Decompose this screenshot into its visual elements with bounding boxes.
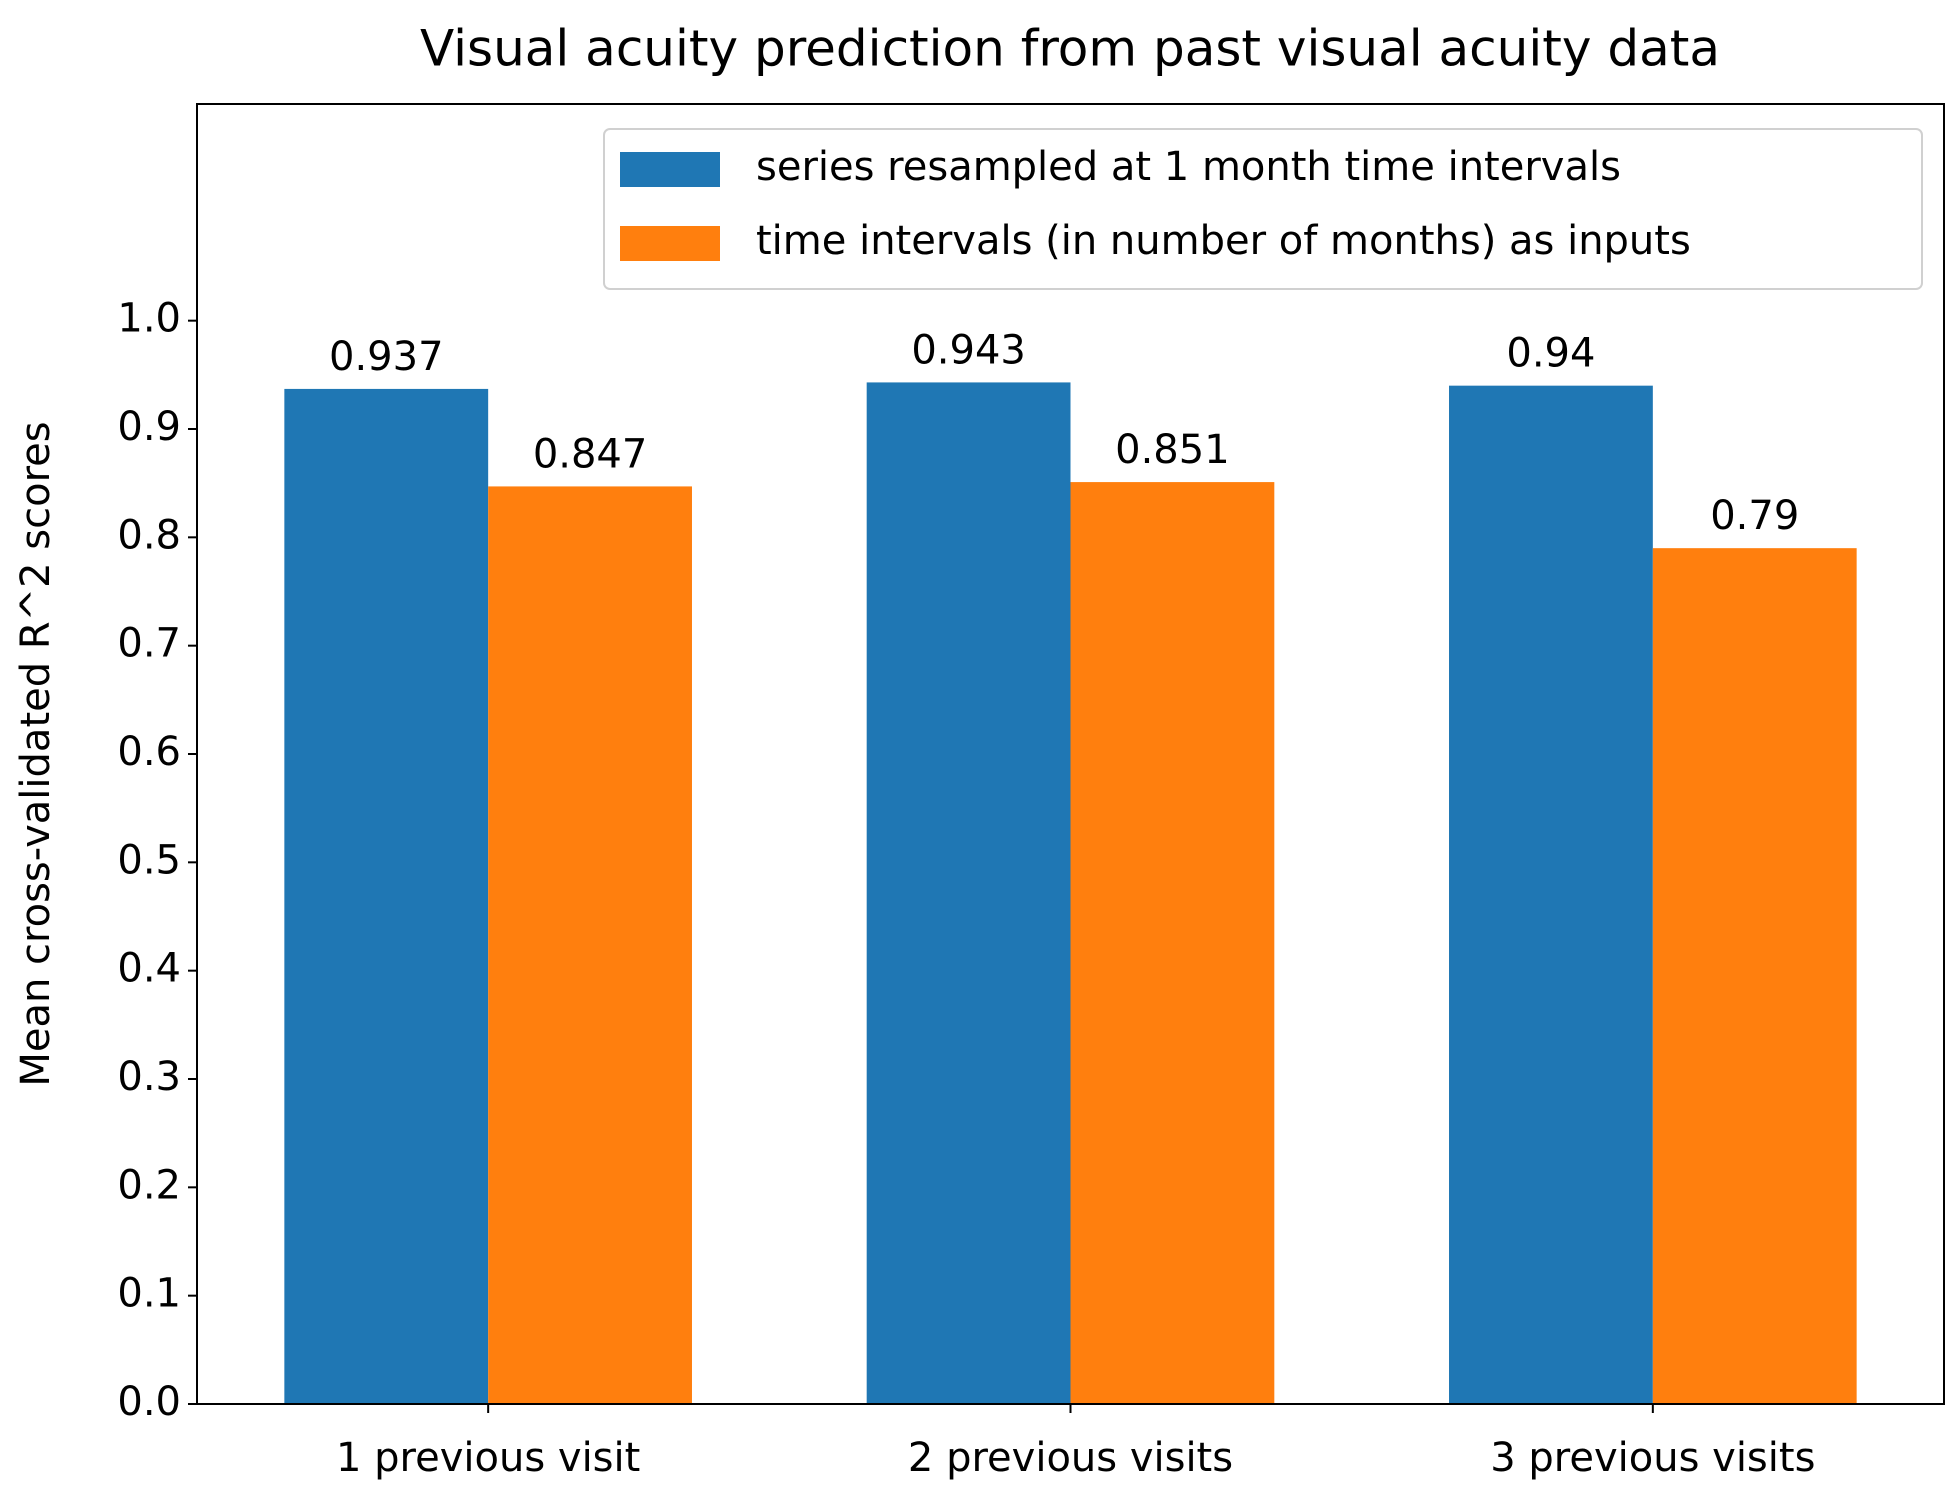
y-tick-label: 0.1 [117, 1271, 181, 1317]
y-axis-label: Mean cross-validated R^2 scores [13, 421, 59, 1086]
y-tick-label: 0.3 [117, 1054, 181, 1100]
value-label: 0.937 [329, 334, 444, 380]
legend-label: time intervals (in number of months) as … [756, 218, 1691, 264]
bar [1449, 385, 1653, 1405]
value-label: 0.94 [1506, 331, 1595, 377]
bar [1652, 548, 1857, 1404]
legend-label: series resampled at 1 month time interva… [756, 144, 1621, 190]
y-tick-label: 0.9 [117, 404, 181, 450]
y-tick-label: 0.8 [117, 512, 181, 558]
legend-box [603, 128, 1923, 290]
bar [866, 382, 1071, 1405]
x-tick-label: 2 previous visits [908, 1435, 1233, 1481]
bar [1070, 482, 1275, 1404]
legend-swatch [620, 226, 720, 261]
bar [488, 486, 692, 1405]
value-label: 0.79 [1710, 493, 1799, 539]
value-label: 0.943 [911, 327, 1026, 373]
y-tick-label: 0.2 [117, 1162, 181, 1208]
y-tick-label: 0.7 [117, 621, 181, 667]
value-label: 0.847 [533, 431, 648, 477]
x-tick-label: 3 previous visits [1490, 1435, 1815, 1481]
legend-swatch [620, 152, 720, 187]
y-tick-label: 0.0 [117, 1379, 181, 1425]
x-tick-label: 1 previous visit [336, 1435, 640, 1481]
chart-title: Visual acuity prediction from past visua… [420, 20, 1720, 78]
y-tick-label: 0.6 [117, 729, 181, 775]
y-tick-label: 1.0 [117, 296, 181, 342]
y-tick-label: 0.5 [117, 837, 181, 883]
plot-frame [196, 103, 1945, 1405]
value-label: 0.851 [1115, 427, 1230, 473]
y-tick-label: 0.4 [117, 946, 181, 992]
bar [284, 388, 489, 1405]
